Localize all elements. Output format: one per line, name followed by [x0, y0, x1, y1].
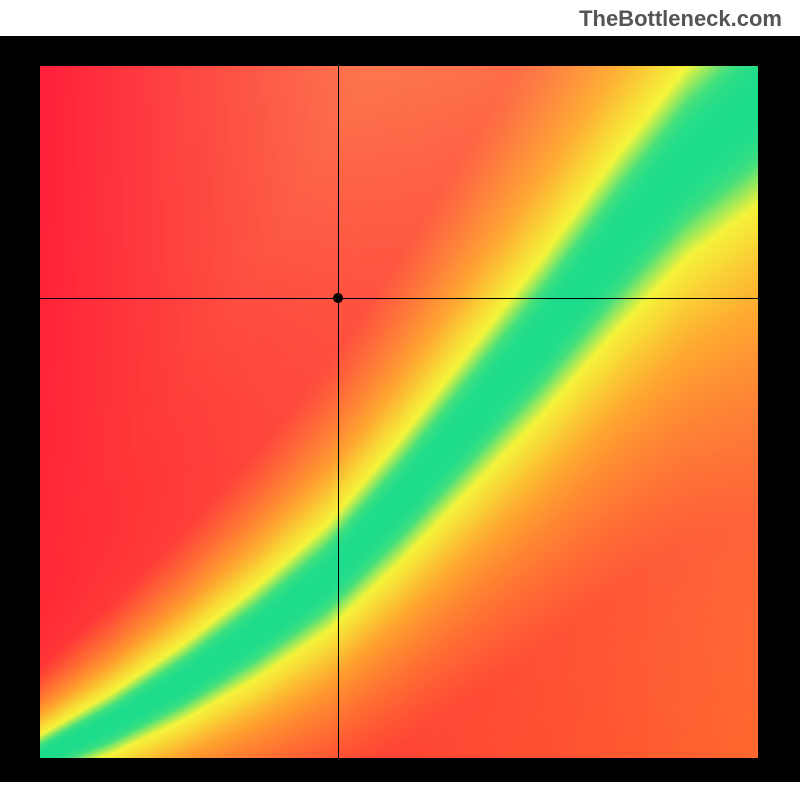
chart-container: TheBottleneck.com: [0, 0, 800, 800]
crosshair-vertical: [338, 66, 339, 758]
crosshair-dot: [333, 293, 343, 303]
crosshair-horizontal: [40, 298, 758, 299]
heatmap-canvas: [40, 66, 758, 758]
chart-frame: [0, 36, 800, 782]
watermark-text: TheBottleneck.com: [579, 6, 782, 32]
